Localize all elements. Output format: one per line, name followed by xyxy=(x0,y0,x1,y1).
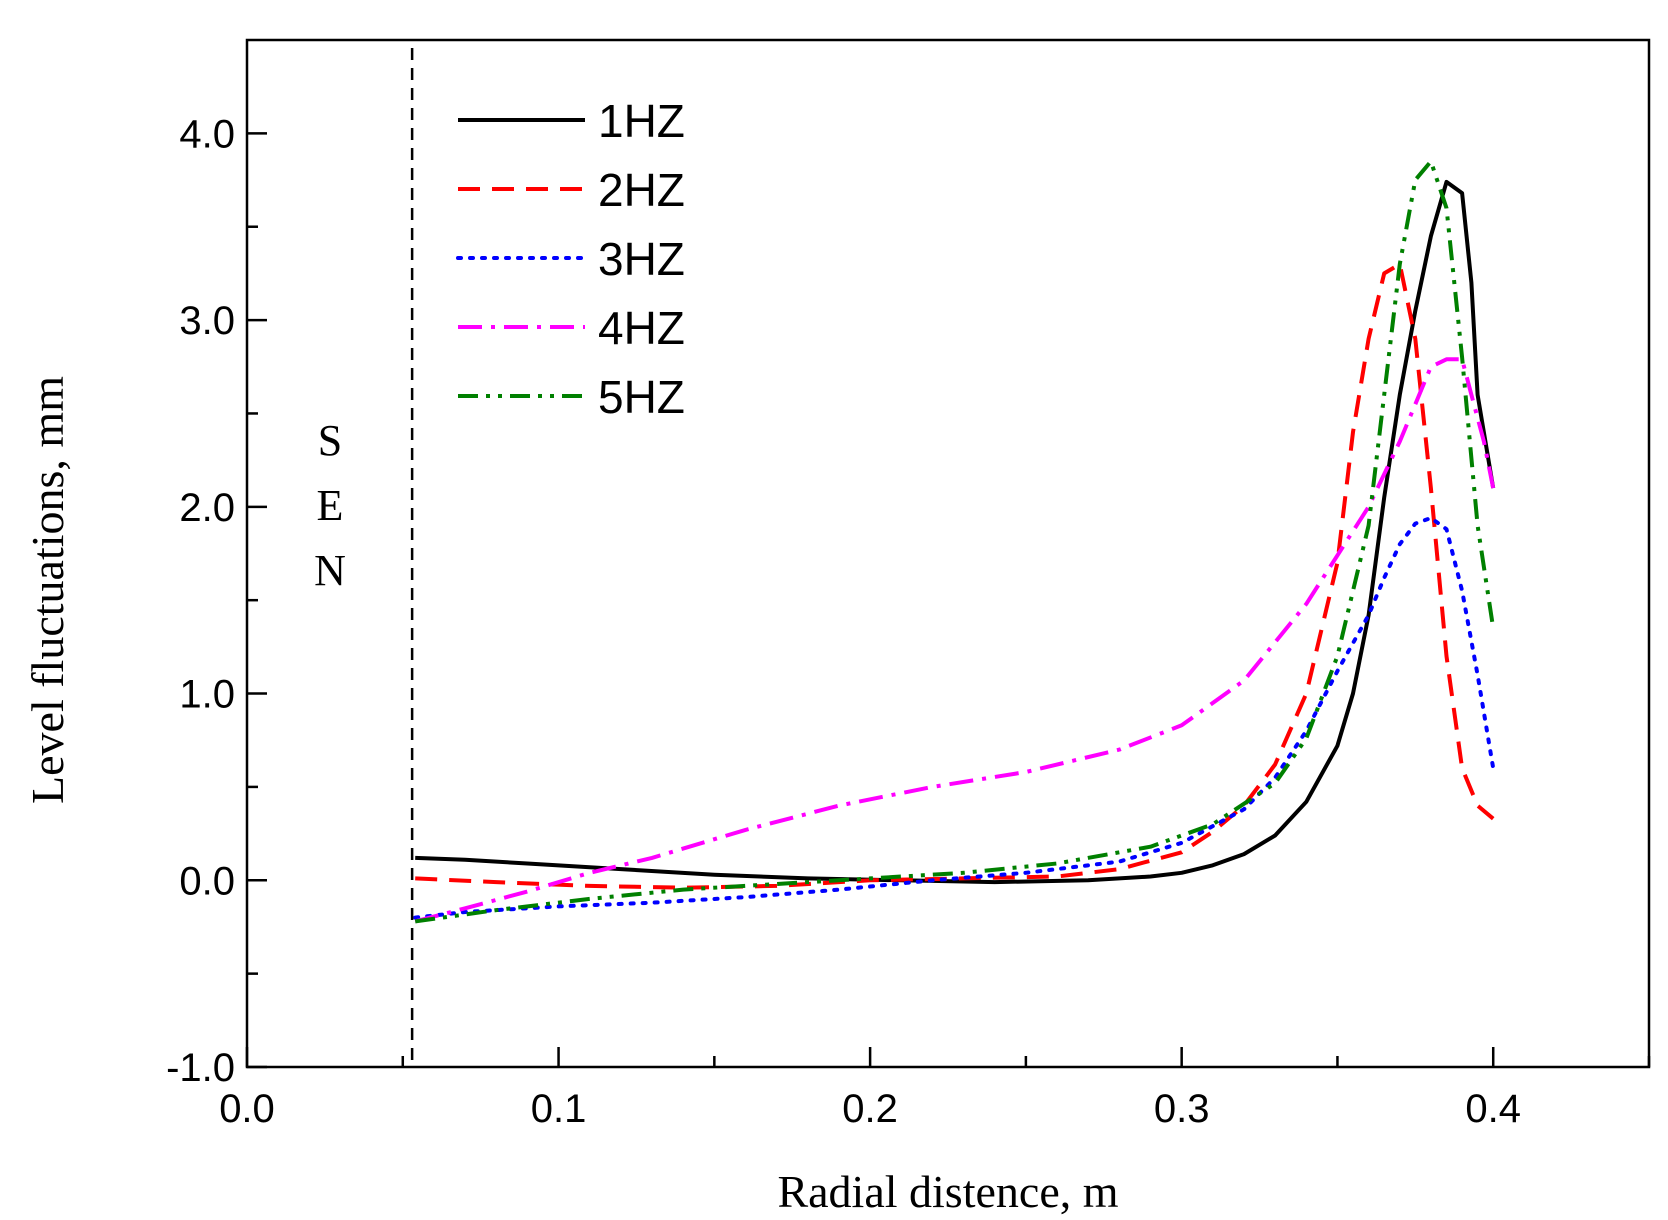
series-line-4HZ xyxy=(414,357,1496,924)
plot-frame xyxy=(245,38,1651,1069)
series-line-3HZ xyxy=(413,516,1496,920)
sen-label-letter: N xyxy=(314,546,346,595)
y-axis-title: Level fluctuations, mm xyxy=(22,376,73,804)
series-line-5HZ xyxy=(414,159,1496,924)
x-axis-title: Radial distence, m xyxy=(777,1166,1118,1217)
legend-label: 2HZ xyxy=(598,164,685,216)
x-tick-label: 0.3 xyxy=(1154,1087,1210,1131)
x-tick-label: 0.2 xyxy=(842,1087,898,1131)
legend-label: 4HZ xyxy=(598,302,685,354)
y-tick-label: 3.0 xyxy=(179,299,235,343)
series-line-2HZ xyxy=(415,262,1495,890)
x-tick-label: 0.0 xyxy=(219,1087,275,1131)
y-tick-label: 4.0 xyxy=(179,112,235,156)
x-tick-label: 0.4 xyxy=(1465,1087,1521,1131)
series-line-1HZ xyxy=(415,179,1496,885)
y-tick-label: 1.0 xyxy=(179,673,235,717)
y-tick-label: -1.0 xyxy=(166,1046,235,1090)
legend-label: 1HZ xyxy=(598,95,685,147)
x-tick-label: 0.1 xyxy=(531,1087,587,1131)
sen-label-letter: E xyxy=(317,481,344,530)
legend-label: 5HZ xyxy=(598,371,685,423)
y-tick-label: 0.0 xyxy=(179,859,235,903)
sen-label-letter: S xyxy=(318,416,342,465)
legend-label: 3HZ xyxy=(598,233,685,285)
y-tick-label: 2.0 xyxy=(179,486,235,530)
